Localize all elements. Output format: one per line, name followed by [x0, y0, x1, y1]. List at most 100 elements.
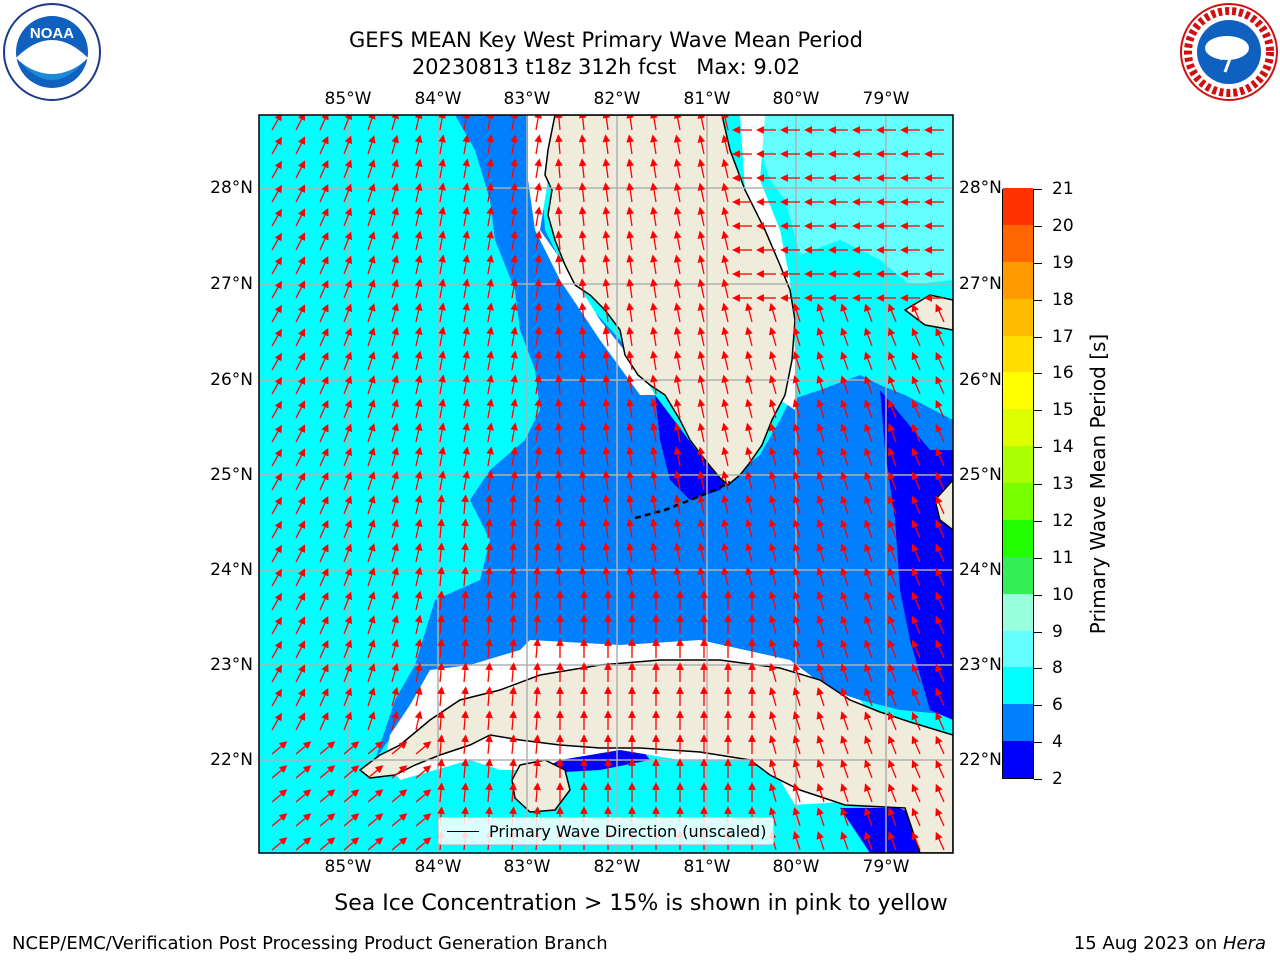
wave-direction-arrow — [343, 495, 353, 515]
wave-direction-arrow — [391, 542, 400, 563]
wave-direction-arrow — [768, 734, 777, 755]
wave-direction-arrow — [602, 446, 611, 467]
wave-direction-arrow — [319, 159, 329, 179]
wave-direction-arrow — [792, 830, 801, 851]
wave-direction-arrow — [887, 495, 897, 515]
wave-direction-arrow — [271, 256, 282, 275]
wave-direction-arrow — [271, 472, 282, 491]
wave-direction-arrow — [319, 837, 336, 851]
wave-direction-arrow — [271, 184, 282, 203]
wave-direction-arrow — [673, 422, 682, 443]
wave-direction-arrow — [816, 423, 825, 443]
wave-direction-arrow — [533, 494, 541, 515]
wave-direction-arrow — [626, 422, 635, 443]
wave-direction-arrow — [555, 398, 563, 419]
colorbar-segment — [1003, 298, 1033, 336]
wave-direction-arrow — [391, 446, 400, 467]
wave-direction-arrow — [510, 158, 518, 179]
wave-direction-arrow — [721, 230, 729, 251]
lat-label-right: 24°N — [959, 560, 1002, 580]
wave-direction-arrow — [555, 566, 563, 587]
wave-direction-arrow — [887, 519, 897, 539]
wave-direction-arrow — [391, 837, 408, 851]
wave-direction-arrow — [367, 159, 376, 179]
wave-direction-arrow — [533, 590, 541, 611]
wave-direction-arrow — [485, 734, 493, 755]
wave-direction-arrow — [887, 735, 897, 755]
wave-direction-arrow — [935, 351, 945, 371]
wave-direction-arrow — [319, 375, 329, 395]
wave-direction-arrow — [438, 350, 446, 371]
legend-label: Primary Wave Direction (unscaled) — [489, 822, 767, 841]
wave-direction-arrow — [911, 783, 921, 803]
wave-direction-arrow — [816, 831, 825, 851]
lon-label-top: 85°W — [324, 89, 372, 109]
wave-direction-arrow — [367, 615, 376, 635]
lon-label-bottom: 83°W — [503, 857, 551, 877]
wave-direction-arrow — [578, 374, 587, 395]
wave-direction-arrow — [367, 711, 376, 731]
wave-direction-arrow — [295, 304, 306, 323]
colorbar-tick-mark — [1034, 189, 1042, 190]
wave-direction-arrow — [887, 711, 897, 731]
colorbar-tick-mark — [1034, 484, 1042, 485]
wave-direction-arrow — [840, 831, 849, 851]
wave-direction-arrow — [578, 326, 587, 347]
wave-direction-arrow — [768, 494, 777, 515]
wave-direction-arrow — [864, 759, 873, 779]
wave-direction-arrow — [534, 182, 542, 203]
wave-direction-arrow — [578, 206, 587, 227]
wave-direction-arrow — [343, 687, 353, 707]
wave-direction-arrow — [367, 183, 376, 203]
wave-direction-arrow — [486, 302, 494, 323]
wave-direction-arrow — [295, 741, 312, 755]
wave-direction-arrow — [295, 184, 306, 203]
wave-direction-arrow — [533, 758, 541, 779]
wave-direction-arrow — [486, 374, 494, 395]
wave-direction-arrow — [462, 350, 470, 371]
wave-direction-arrow — [295, 472, 306, 491]
wave-direction-arrow — [391, 158, 400, 179]
colorbar-tick-mark — [1034, 594, 1042, 596]
wave-direction-arrow — [816, 687, 825, 707]
wave-direction-arrow — [486, 182, 494, 203]
wave-direction-arrow — [792, 686, 801, 707]
wave-direction-arrow — [462, 326, 470, 347]
wave-direction-arrow — [792, 470, 801, 491]
wave-direction-arrow — [485, 782, 493, 803]
wave-direction-arrow — [864, 639, 873, 659]
wave-direction-arrow — [626, 182, 635, 203]
wave-direction-arrow — [768, 470, 777, 491]
wave-direction-arrow — [319, 207, 329, 227]
wave-direction-arrow — [486, 398, 494, 419]
wave-direction-arrow — [697, 398, 706, 419]
wave-direction-arrow — [367, 543, 376, 563]
wave-direction-arrow — [343, 567, 353, 587]
wave-direction-arrow — [414, 590, 423, 611]
wave-direction-arrow — [673, 302, 682, 323]
wave-direction-arrow — [768, 350, 777, 371]
wave-direction-arrow — [768, 566, 777, 587]
wave-direction-arrow — [650, 254, 658, 275]
wave-direction-arrow — [437, 566, 445, 587]
lat-label-left: 26°N — [210, 370, 253, 390]
colorbar-segment — [1003, 593, 1033, 631]
wave-direction-arrow — [697, 518, 706, 539]
wave-direction-arrow — [438, 206, 446, 227]
wave-direction-arrow — [510, 230, 518, 251]
colorbar-segment — [1003, 335, 1033, 373]
wave-direction-arrow — [367, 135, 376, 155]
wave-direction-arrow — [391, 115, 400, 131]
wave-direction-arrow — [437, 782, 445, 803]
wave-direction-arrow — [319, 789, 336, 803]
wave-direction-arrow — [816, 399, 825, 419]
wave-direction-arrow — [271, 813, 288, 827]
wave-direction-arrow — [721, 446, 729, 467]
wave-direction-arrow — [816, 663, 825, 683]
wave-direction-arrow — [414, 158, 423, 179]
wave-direction-arrow — [911, 759, 921, 779]
map-title-line1: GEFS MEAN Key West Primary Wave Mean Per… — [349, 28, 863, 52]
colorbar-tick-mark — [1034, 373, 1042, 375]
wave-direction-arrow — [271, 328, 282, 347]
wave-direction-arrow — [578, 422, 587, 443]
